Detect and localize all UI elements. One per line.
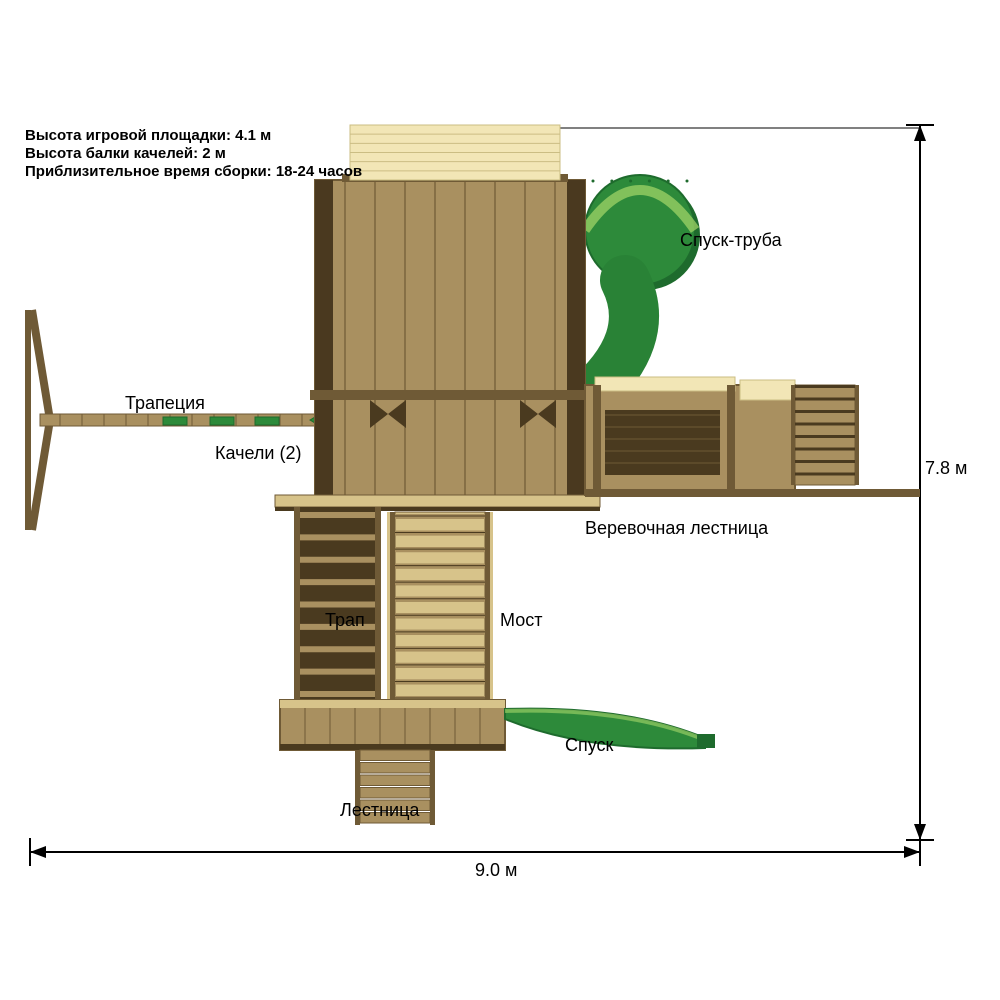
label-trapeze: Трапеция [125,393,205,414]
diagram-stage: Высота игровой площадки: 4.1 м Высота ба… [0,0,1000,1000]
label-dim-height: 7.8 м [925,458,967,479]
label-dim-width: 9.0 м [475,860,517,881]
label-ramp: Трап [325,610,365,631]
label-rope-ladder: Веревочная лестница [585,518,768,539]
spec-line-1: Высота игровой площадки: 4.1 м [25,127,271,144]
spec-line-2: Высота балки качелей: 2 м [25,145,226,162]
label-bridge: Мост [500,610,542,631]
label-tube-slide: Спуск-труба [680,230,782,251]
label-stairs: Лестница [340,800,419,821]
label-slide: Спуск [565,735,613,756]
spec-line-3: Приблизительное время сборки: 18-24 часо… [25,163,362,180]
label-swings: Качели (2) [215,443,301,464]
